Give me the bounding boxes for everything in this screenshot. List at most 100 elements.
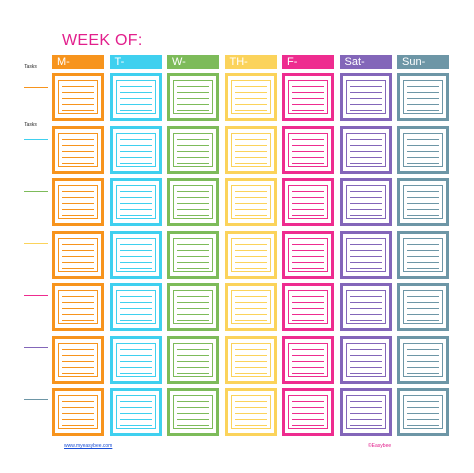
task-box[interactable] [397,230,449,279]
writing-line [292,191,324,192]
writing-line [62,308,94,309]
writing-line [119,144,152,146]
writing-line [177,354,209,356]
task-box[interactable] [339,283,392,331]
writing-line [349,144,382,146]
writing-line [292,407,324,408]
task-box[interactable] [224,388,277,436]
task-line [24,191,48,192]
task-box[interactable] [52,73,104,121]
task-box[interactable] [109,388,162,436]
writing-line [292,314,324,315]
writing-line [407,86,439,87]
task-box[interactable] [109,335,162,384]
writing-line [177,348,209,350]
task-box[interactable] [282,178,334,226]
task-box[interactable] [339,335,392,384]
writing-line [177,249,209,251]
task-box[interactable] [282,73,334,121]
website-link[interactable]: www.myeasybee.com [64,443,113,449]
task-box[interactable] [52,125,104,174]
writing-line [407,425,439,426]
task-box-inner [170,338,216,381]
task-box-inner [55,338,101,381]
task-box[interactable] [282,388,334,436]
writing-line [349,419,382,420]
writing-line [407,191,439,192]
writing-line [234,401,267,402]
writing-line [177,138,209,140]
writing-lines [58,290,98,324]
writing-line [234,156,267,158]
task-box[interactable] [282,335,334,384]
task-box[interactable] [167,335,219,384]
task-box[interactable] [397,335,449,384]
writing-line [407,144,439,146]
task-box[interactable] [167,125,219,174]
writing-line [292,308,324,309]
task-box[interactable] [52,283,104,331]
writing-line [349,215,382,216]
task-box[interactable] [282,125,334,174]
task-box[interactable] [167,178,219,226]
writing-line [62,255,94,257]
task-box[interactable] [167,388,219,436]
task-box[interactable] [339,178,392,226]
writing-line [62,419,94,420]
writing-lines [173,237,213,272]
writing-line [119,150,152,152]
task-box[interactable] [224,230,277,279]
task-box[interactable] [52,388,104,436]
writing-line [119,110,152,111]
task-box[interactable] [224,335,277,384]
task-box[interactable] [224,125,277,174]
writing-line [349,138,382,140]
task-box[interactable] [224,283,277,331]
task-box[interactable] [52,230,104,279]
task-box[interactable] [224,73,277,121]
task-box[interactable] [109,178,162,226]
task-box-inner [342,233,389,276]
task-box[interactable] [397,178,449,226]
writing-line [349,401,382,402]
task-box-inner [112,181,159,223]
task-box[interactable] [109,73,162,121]
task-box[interactable] [339,388,392,436]
writing-line [62,360,94,362]
writing-line [119,366,152,368]
writing-line [62,209,94,210]
writing-line [62,348,94,350]
task-box[interactable] [339,125,392,174]
task-box[interactable] [397,388,449,436]
writing-lines [58,342,98,377]
writing-line [407,302,439,303]
task-box[interactable] [339,73,392,121]
task-box[interactable] [282,230,334,279]
writing-line [62,267,94,269]
task-box[interactable] [109,230,162,279]
task-box[interactable] [224,178,277,226]
writing-line [177,261,209,263]
writing-line [177,255,209,257]
writing-lines [230,395,271,429]
task-box[interactable] [339,230,392,279]
task-box[interactable] [167,73,219,121]
task-box[interactable] [397,73,449,121]
task-box[interactable] [52,178,104,226]
task-box-inner [55,181,101,223]
task-box[interactable] [397,125,449,174]
writing-line [234,191,267,192]
task-box[interactable] [397,283,449,331]
task-box-inner [342,181,389,223]
task-box[interactable] [52,335,104,384]
writing-line [349,425,382,426]
tasks-label: Tasks [24,122,37,128]
task-box[interactable] [167,230,219,279]
task-box[interactable] [282,283,334,331]
writing-line [292,110,324,111]
writing-lines [173,185,213,219]
task-box-inner [112,76,159,118]
task-box[interactable] [167,283,219,331]
task-box[interactable] [109,283,162,331]
task-box[interactable] [109,125,162,174]
